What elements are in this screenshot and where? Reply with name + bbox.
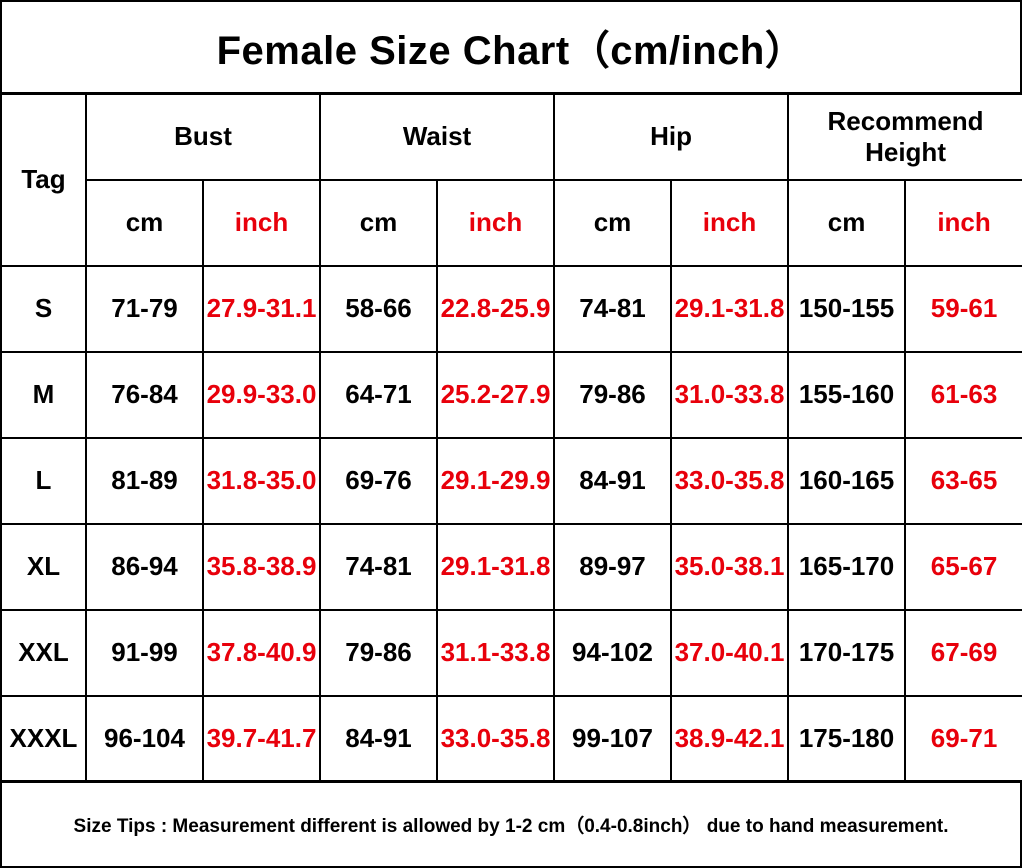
tag-cell: S xyxy=(0,265,87,353)
tag-cell: XL xyxy=(0,523,87,611)
unit-inch: inch xyxy=(435,179,556,267)
height-cm-cell: 170-175 xyxy=(787,609,907,697)
header-row: Tag Bust Waist Hip Recommend Height xyxy=(0,93,1022,267)
bust-cm-cell: 96-104 xyxy=(85,695,204,783)
header-height-line2: Height xyxy=(865,137,946,167)
waist-cm-cell: 79-86 xyxy=(319,609,438,697)
waist-cm-cell: 84-91 xyxy=(319,695,438,783)
waist-inch-cell: 33.0-35.8 xyxy=(435,695,556,783)
height-inch-cell: 59-61 xyxy=(904,265,1022,353)
unit-cm: cm xyxy=(553,179,673,267)
bust-inch-cell: 31.8-35.0 xyxy=(202,437,321,525)
tag-cell: XXXL xyxy=(0,695,87,783)
waist-inch-cell: 22.8-25.9 xyxy=(435,265,556,353)
height-inch-cell: 65-67 xyxy=(904,523,1022,611)
tag-cell: XXL xyxy=(0,609,87,697)
header-height-line1: Recommend xyxy=(827,105,984,136)
hip-inch-cell: 35.0-38.1 xyxy=(670,523,790,611)
bust-cm-cell: 76-84 xyxy=(85,351,204,439)
height-inch-cell: 61-63 xyxy=(904,351,1022,439)
hip-cm-cell: 74-81 xyxy=(553,265,673,353)
unit-inch: inch xyxy=(202,179,321,267)
unit-row: cm inch cm inch cm inch cm inch xyxy=(1,179,1022,267)
table-row: XXXL 96-104 39.7-41.7 84-91 33.0-35.8 99-107 3… xyxy=(0,695,1022,783)
height-inch-cell: 63-65 xyxy=(904,437,1022,525)
hip-inch-cell: 33.0-35.8 xyxy=(670,437,790,525)
hip-cm-cell: 79-86 xyxy=(553,351,673,439)
height-cm-cell: 165-170 xyxy=(787,523,907,611)
waist-cm-cell: 69-76 xyxy=(319,437,438,525)
header-hip: Hip xyxy=(553,93,790,181)
header-waist: Waist xyxy=(318,93,556,181)
waist-inch-cell: 29.1-29.9 xyxy=(435,437,556,525)
height-cm-cell: 155-160 xyxy=(787,351,907,439)
bust-cm-cell: 71-79 xyxy=(85,265,204,353)
bust-inch-cell: 39.7-41.7 xyxy=(202,695,321,783)
unit-inch: inch xyxy=(670,179,790,267)
hip-cm-cell: 99-107 xyxy=(553,695,673,783)
hip-inch-cell: 31.0-33.8 xyxy=(670,351,790,439)
hip-cm-cell: 84-91 xyxy=(553,437,673,525)
height-cm-cell: 160-165 xyxy=(787,437,907,525)
waist-cm-cell: 58-66 xyxy=(319,265,438,353)
table-row: XXL 91-99 37.8-40.9 79-86 31.1-33.8 94-102 37.… xyxy=(0,609,1022,697)
table-row: M 76-84 29.9-33.0 64-71 25.2-27.9 79-86 31.0-3… xyxy=(0,351,1022,439)
bust-inch-cell: 27.9-31.1 xyxy=(202,265,321,353)
height-inch-cell: 67-69 xyxy=(904,609,1022,697)
hip-cm-cell: 94-102 xyxy=(553,609,673,697)
header-tag: Tag xyxy=(0,93,87,267)
unit-cm: cm xyxy=(85,179,204,267)
waist-inch-cell: 29.1-31.8 xyxy=(435,523,556,611)
table-row: XL 86-94 35.8-38.9 74-81 29.1-31.8 89-97 35.0-… xyxy=(0,523,1022,611)
waist-cm-cell: 64-71 xyxy=(319,351,438,439)
bust-inch-cell: 35.8-38.9 xyxy=(202,523,321,611)
hip-inch-cell: 29.1-31.8 xyxy=(670,265,790,353)
waist-cm-cell: 74-81 xyxy=(319,523,438,611)
header-bust: Bust xyxy=(85,93,321,181)
height-cm-cell: 150-155 xyxy=(787,265,907,353)
bust-cm-cell: 91-99 xyxy=(85,609,204,697)
size-tips-note: Size Tips : Measurement different is all… xyxy=(0,780,1022,868)
table-row: S 71-79 27.9-31.1 58-66 22.8-25.9 74-81 29.1-3… xyxy=(0,265,1022,353)
height-cm-cell: 175-180 xyxy=(787,695,907,783)
tag-cell: L xyxy=(0,437,87,525)
bust-inch-cell: 29.9-33.0 xyxy=(202,351,321,439)
unit-cm: cm xyxy=(787,179,907,267)
unit-inch: inch xyxy=(904,179,1022,267)
chart-title: Female Size Chart（cm/inch） xyxy=(0,0,1022,94)
hip-cm-cell: 89-97 xyxy=(553,523,673,611)
unit-cm: cm xyxy=(319,179,438,267)
bust-cm-cell: 86-94 xyxy=(85,523,204,611)
height-inch-cell: 69-71 xyxy=(904,695,1022,783)
waist-inch-cell: 31.1-33.8 xyxy=(435,609,556,697)
size-table: Tag Bust Waist Hip Recommend Height cm in… xyxy=(0,93,1022,783)
hip-inch-cell: 37.0-40.1 xyxy=(670,609,790,697)
hip-inch-cell: 38.9-42.1 xyxy=(670,695,790,783)
header-recommend-height: Recommend Height xyxy=(787,93,1022,181)
bust-inch-cell: 37.8-40.9 xyxy=(202,609,321,697)
bust-cm-cell: 81-89 xyxy=(85,437,204,525)
waist-inch-cell: 25.2-27.9 xyxy=(435,351,556,439)
table-row: L 81-89 31.8-35.0 69-76 29.1-29.9 84-91 33.0-3… xyxy=(0,437,1022,525)
tag-cell: M xyxy=(0,351,87,439)
